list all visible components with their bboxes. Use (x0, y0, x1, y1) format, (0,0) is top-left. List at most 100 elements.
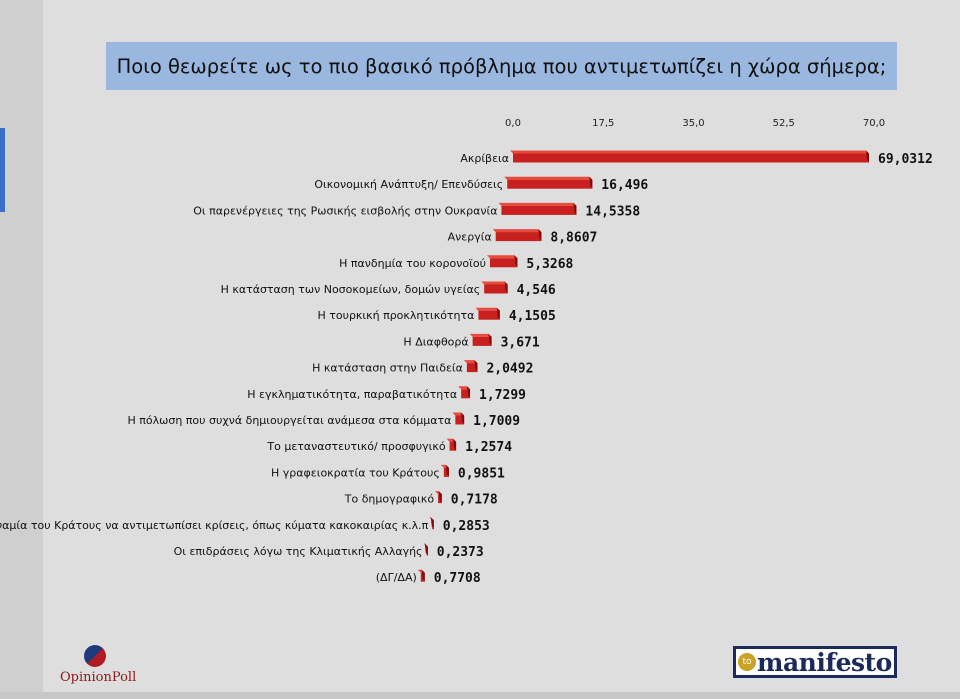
bar-front-face (501, 205, 577, 215)
category-label: Η κατάσταση των Νοσοκομείων, δομών υγεία… (221, 283, 481, 296)
bar-front-face (484, 284, 508, 294)
bar-front-face (507, 179, 593, 189)
bar (475, 307, 500, 320)
opinionpoll-circle-icon (84, 645, 106, 667)
bar-top-face (498, 202, 577, 206)
manifesto-to-badge: to (738, 653, 756, 671)
bar (417, 569, 425, 582)
bar-front-face (461, 389, 471, 399)
value-label: 3,671 (501, 335, 540, 350)
bar-front-face (489, 258, 518, 268)
bar-end-face (445, 464, 449, 477)
sidebar-selection-tab[interactable] (0, 128, 5, 212)
bar-end-face (538, 229, 542, 242)
bar-end-face (514, 255, 518, 268)
bar-front-face (455, 415, 465, 425)
value-label: 1,7299 (479, 388, 526, 403)
left-sidebar-strip (0, 0, 43, 699)
bar-top-face (481, 281, 508, 285)
bar-end-face (504, 281, 508, 294)
bar (498, 202, 577, 215)
bar-front-face (443, 467, 449, 477)
x-tick-label: 0,0 (505, 118, 521, 129)
bar-end-face (589, 176, 593, 189)
bar-top-face (452, 412, 465, 416)
bar-front-face (466, 363, 478, 373)
value-label: 4,1505 (509, 309, 556, 324)
x-tick-label: 52,5 (773, 118, 795, 129)
category-label: Η εγκληματικότητα, παραβατικότητα (247, 388, 457, 401)
chart-title: Ποιο θεωρείτε ως το πιο βασικό πρόβλημα … (116, 54, 887, 78)
bar (458, 386, 471, 399)
bar (423, 543, 429, 556)
value-labels: 69,0312 16,496 14,5358 8,8607 5,3268 4,546 4,1… (434, 152, 933, 586)
bar (446, 438, 457, 451)
bar (440, 464, 449, 477)
value-label: 69,0312 (878, 152, 933, 167)
opinionpoll-logo: OpinionPoll (60, 645, 150, 690)
bar-front-face (495, 232, 542, 242)
value-label: 2,0492 (486, 362, 533, 377)
category-label: Ακρίβεια (460, 152, 509, 165)
bar (486, 255, 518, 268)
bar-top-face (458, 386, 471, 390)
bar-top-face (504, 176, 593, 180)
value-label: 1,2574 (465, 440, 512, 455)
category-label: Οι επιδράσεις λόγω της Κλιματικής Αλλαγή… (174, 545, 423, 558)
opinionpoll-logo-text: OpinionPoll (60, 670, 137, 685)
bar-end-face (430, 517, 434, 530)
bar-end-face (496, 307, 500, 320)
category-label: Το μεταναστευτικό/ προσφυγικό (266, 440, 445, 453)
manifesto-logo: to manifesto (733, 646, 897, 678)
x-tick-label: 35,0 (682, 118, 704, 129)
bar (510, 150, 870, 163)
bar-top-face (492, 229, 542, 233)
category-label: Οι παρενέργειες της Ρωσικής εισβολής στη… (193, 204, 497, 217)
bar (463, 360, 478, 373)
bars (417, 150, 870, 582)
bottom-strip (0, 692, 960, 699)
category-label: Η πανδημία του κορονοϊού (339, 257, 486, 270)
bar-front-face (472, 336, 492, 346)
value-label: 0,2853 (443, 519, 490, 534)
value-label: 1,7009 (473, 414, 520, 429)
bar (469, 333, 492, 346)
bar-end-face (438, 491, 442, 504)
bar-end-face (573, 202, 577, 215)
category-label: Η αδυναμία του Κράτους να αντιμετωπίσει … (0, 519, 429, 532)
bar (452, 412, 465, 425)
category-labels: Ακρίβεια Οικονομική Ανάπτυξη/ Επενδύσεις Ο… (0, 152, 509, 584)
bar-front-face (513, 153, 870, 163)
bar-front-face (478, 310, 500, 320)
category-label: (ΔΓ/ΔΑ) (376, 571, 417, 584)
bar-end-face (424, 543, 428, 556)
bar (435, 491, 442, 504)
category-label: Ανεργία (448, 231, 492, 244)
bar-end-face (421, 569, 425, 582)
category-label: Η γραφειοκρατία του Κράτους (271, 466, 440, 479)
bar-end-face (488, 333, 492, 346)
value-label: 0,7178 (451, 493, 498, 508)
bar-end-face (474, 360, 478, 373)
x-tick-label: 70,0 (863, 118, 885, 129)
bar (481, 281, 508, 294)
value-label: 16,496 (601, 178, 648, 193)
manifesto-logo-text: manifesto (757, 647, 892, 677)
bar-end-face (866, 150, 870, 163)
value-label: 14,5358 (585, 204, 640, 219)
bar (429, 517, 434, 530)
bar (492, 229, 542, 242)
category-label: Η κατάσταση στην Παιδεία (312, 362, 463, 375)
category-label: Η πόλωση που συχνά δημιουργείται ανάμεσα… (128, 414, 452, 427)
slide-canvas (43, 0, 960, 692)
x-axis-ticks: 0,0 17,5 35,0 52,5 70,0 (505, 118, 885, 129)
value-label: 5,3268 (526, 257, 573, 272)
category-label: Οικονομική Ανάπτυξη/ Επενδύσεις (314, 178, 503, 191)
value-label: 0,2373 (437, 545, 484, 560)
bar-top-face (475, 307, 500, 311)
category-label: Η τουρκική προκλητικότητα (317, 309, 474, 322)
value-label: 8,8607 (550, 231, 597, 246)
bar-top-face (486, 255, 518, 259)
category-label: Το δημογραφικό (344, 493, 435, 506)
